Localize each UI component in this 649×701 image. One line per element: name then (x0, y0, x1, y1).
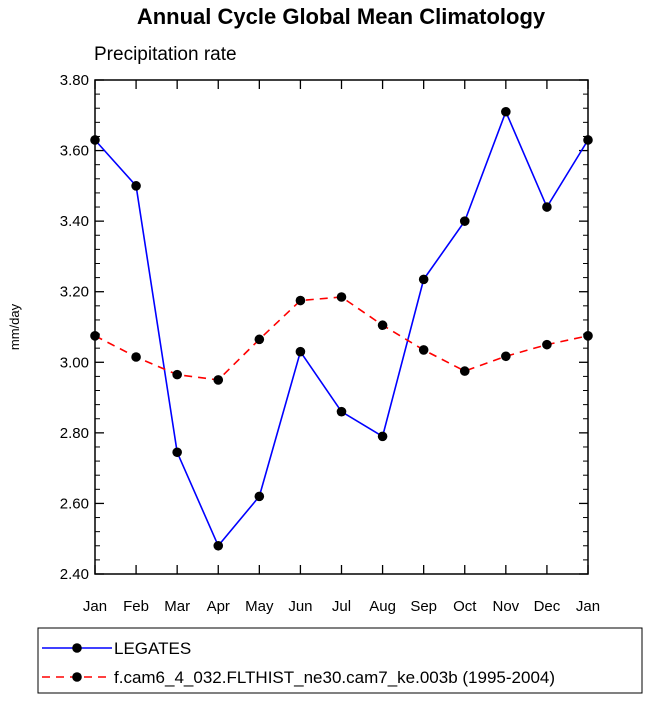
series-1-point (583, 135, 593, 145)
y-axis: 2.40 2.60 2.80 3.00 3.20 3.40 3.60 3.80 (60, 72, 588, 583)
chart-title: Annual Cycle Global Mean Climatology (137, 4, 546, 29)
legend-label-1: LEGATES (114, 639, 191, 658)
y-tick-label: 3.20 (60, 284, 89, 301)
x-tick-label: May (245, 598, 274, 615)
series-2-point (213, 375, 224, 385)
y-tick-label: 3.00 (60, 354, 89, 371)
series-2-point (131, 352, 141, 362)
x-tick-label: Jun (288, 598, 312, 615)
series-1-point (501, 106, 511, 117)
series-1-point (90, 135, 100, 145)
x-tick-label: Apr (207, 598, 230, 615)
x-axis: Jan Feb Mar Apr May Jun Jul Aug Sep Oct Nov Dec Jan (83, 80, 600, 615)
series-2-point (418, 345, 429, 355)
series-1-point (418, 274, 429, 285)
series-line-1 (94, 109, 589, 548)
y-tick-label: 3.60 (60, 143, 89, 160)
series-2-point (542, 339, 552, 350)
x-tick-label: Jan (83, 598, 107, 615)
series-1-point (295, 346, 306, 357)
y-axis-label: mm/day (7, 303, 22, 350)
y-tick-label: 2.60 (60, 495, 89, 512)
y-tick-label: 3.80 (60, 72, 89, 89)
series-layer (90, 106, 593, 551)
legend-label-2: f.cam6_4_032.FLTHIST_ne30.cam7_ke.003b (… (114, 668, 555, 687)
series-2-point (377, 320, 388, 331)
x-tick-label: Jan (576, 598, 600, 615)
x-tick-label: Feb (123, 598, 149, 615)
series-1-point (131, 181, 141, 191)
series-1-point (172, 447, 182, 458)
x-tick-label: Jul (332, 598, 351, 615)
series-1-point (542, 202, 552, 212)
y-tick-label: 3.40 (60, 213, 89, 230)
legend: LEGATES f.cam6_4_032.FLTHIST_ne30.cam7_ke… (42, 639, 555, 687)
x-tick-label: Mar (164, 598, 190, 615)
series-2-point (336, 292, 347, 302)
series-2-point (583, 331, 593, 341)
series-2-point (172, 369, 182, 380)
x-tick-label: Dec (534, 598, 561, 615)
x-tick-label: Nov (492, 598, 519, 615)
chart-subtitle: Precipitation rate (94, 44, 237, 65)
series-2-point (254, 334, 265, 345)
y-tick-label: 2.80 (60, 425, 89, 442)
series-1-point (254, 491, 265, 502)
x-tick-label: Sep (410, 598, 437, 615)
legend-box (37, 627, 643, 694)
series-2-point (295, 295, 306, 306)
y-tick-label: 2.40 (60, 566, 89, 583)
x-tick-label: Aug (369, 598, 396, 615)
legend-marker-2 (72, 672, 82, 682)
series-1-point (459, 216, 470, 226)
series-1-point (213, 540, 224, 551)
x-tick-label: Oct (453, 598, 477, 615)
series-2-point (501, 351, 511, 362)
series-2-point (459, 366, 470, 376)
series-1-point (377, 431, 388, 442)
series-2-point (90, 331, 100, 341)
plot-frame (94, 79, 589, 575)
series-1-point (336, 406, 347, 417)
legend-marker-1 (72, 643, 82, 653)
series-line-2 (94, 296, 589, 381)
